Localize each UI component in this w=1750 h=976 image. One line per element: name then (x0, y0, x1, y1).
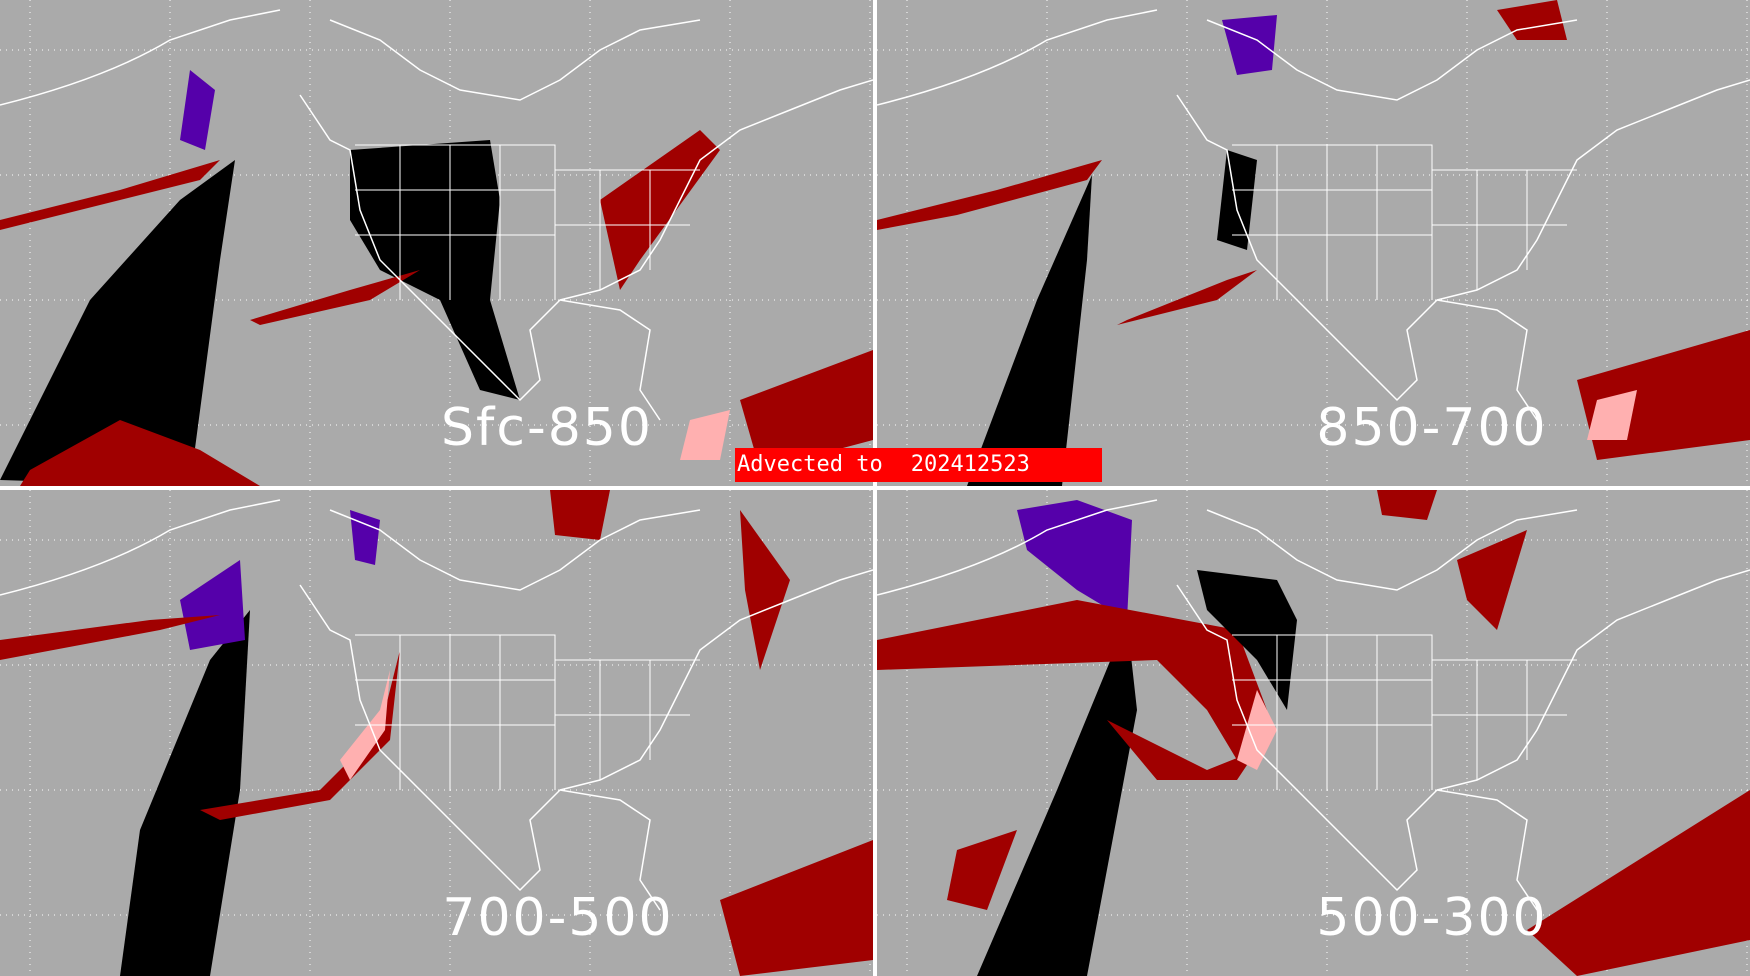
banner-date: 202412523 (910, 452, 1030, 477)
pink-region (1587, 390, 1637, 440)
map-sfc-850 (0, 0, 873, 486)
purple-region (1222, 15, 1277, 75)
dark-red-region (877, 600, 1267, 760)
dark-red-region (250, 270, 420, 325)
pink-region (340, 670, 390, 780)
dark-red-region (740, 510, 790, 670)
coastline (877, 9, 1750, 421)
dark-red-region (600, 130, 720, 290)
dark-red-region (1107, 720, 1257, 780)
state-borders (1232, 634, 1577, 790)
purple-region (180, 560, 245, 650)
purple-region (350, 510, 380, 565)
panel-500-300 (877, 490, 1750, 976)
panel-label-700-500: 700-500 (442, 888, 674, 948)
black-region (0, 160, 235, 486)
coastline (877, 499, 1750, 911)
state-borders (355, 144, 700, 300)
panel-label-500-300: 500-300 (1316, 888, 1548, 948)
dark-red-region (1117, 270, 1257, 325)
black-region (977, 620, 1137, 976)
dark-red-region (720, 840, 873, 976)
advected-to-banner: Advected to 202412523 (735, 448, 1102, 482)
dark-red-region (20, 420, 260, 486)
pink-region (1237, 690, 1277, 770)
dark-red-region (877, 160, 1102, 230)
map-500-300 (877, 490, 1750, 976)
dark-red-region (1497, 0, 1567, 40)
dark-red-region (550, 490, 610, 540)
black-region (350, 140, 520, 400)
coastline (0, 499, 873, 911)
state-borders (1232, 144, 1577, 300)
purple-region (180, 70, 215, 150)
panel-sfc-850 (0, 0, 873, 486)
black-region (1217, 150, 1257, 250)
map-700-500 (0, 490, 873, 976)
black-region (120, 610, 250, 976)
dark-red-region (1577, 330, 1750, 460)
map-850-700 (877, 0, 1750, 486)
panel-label-850-700: 850-700 (1316, 398, 1548, 458)
dark-red-region (0, 615, 220, 660)
panel-850-700 (877, 0, 1750, 486)
black-region (967, 175, 1092, 486)
banner-prefix: Advected to (737, 452, 883, 477)
dark-red-region (1457, 530, 1527, 630)
pink-region (680, 410, 730, 460)
dark-red-region (740, 350, 873, 470)
black-region (1197, 570, 1297, 710)
panel-700-500 (0, 490, 873, 976)
dark-red-region (0, 160, 220, 230)
state-borders (355, 634, 700, 790)
dark-red-region (1527, 790, 1750, 976)
panel-label-sfc-850: Sfc-850 (441, 398, 653, 458)
coastline (0, 9, 873, 421)
dark-red-region (947, 830, 1017, 910)
dark-red-region (1377, 490, 1437, 520)
